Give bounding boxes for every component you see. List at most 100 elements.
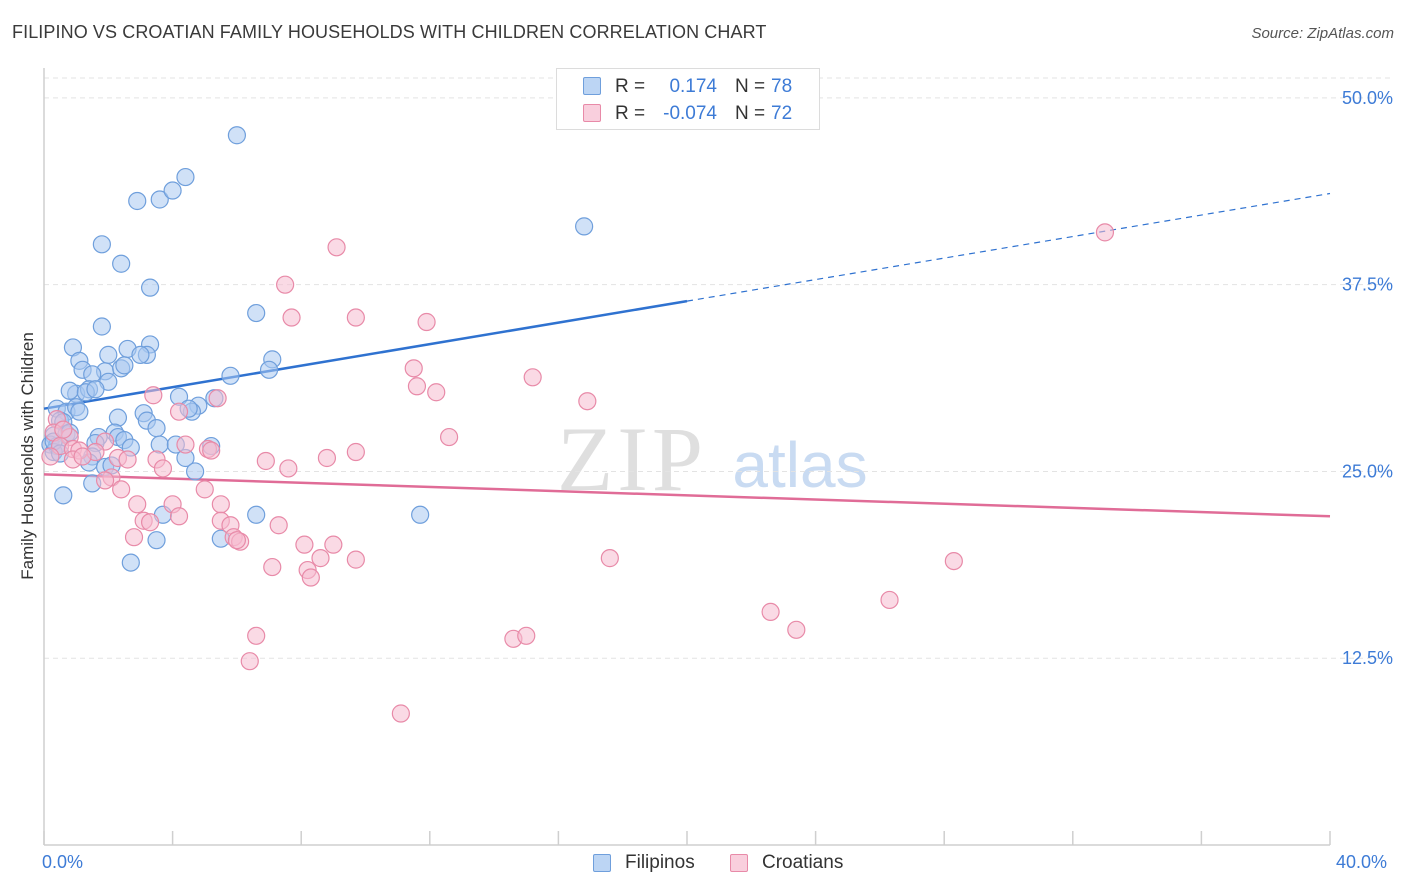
- trend-line-croatians: [43, 473, 1331, 518]
- data-point: [880, 590, 899, 610]
- watermark-atlas: atlas: [732, 429, 867, 501]
- data-point: [221, 366, 240, 385]
- data-point: [227, 126, 246, 145]
- data-point: [311, 549, 330, 568]
- legend-swatch-pink: [583, 104, 601, 122]
- data-point: [276, 275, 295, 294]
- legend-row-croatians: R = -0.074 N = 72: [557, 101, 819, 127]
- data-point: [259, 360, 279, 379]
- data-point: [324, 535, 343, 554]
- series-croatians: [41, 223, 1115, 723]
- data-point: [439, 427, 459, 447]
- grid-lines: [44, 77, 1392, 659]
- data-point: [195, 480, 214, 499]
- y-tick-labels: 12.5% 25.0% 37.5% 50.0%: [1342, 88, 1393, 668]
- data-point: [147, 419, 166, 438]
- data-point: [247, 505, 266, 524]
- data-point: [247, 303, 266, 323]
- data-point: [86, 380, 105, 399]
- legend-label: Filipinos: [625, 852, 695, 873]
- data-point: [163, 181, 182, 200]
- data-point: [346, 550, 365, 569]
- data-point: [211, 495, 230, 514]
- data-point: [186, 462, 205, 481]
- data-point: [144, 386, 163, 405]
- data-point: [787, 620, 806, 639]
- data-point: [54, 420, 73, 439]
- series-filipinos: [41, 126, 594, 572]
- y-tick-label: 50.0%: [1342, 88, 1393, 108]
- data-point: [95, 471, 115, 490]
- data-point: [391, 704, 410, 723]
- data-point: [41, 447, 60, 466]
- watermark: ZIP atlas: [557, 408, 868, 510]
- data-point: [169, 507, 189, 526]
- legend-r-label: R =: [615, 103, 646, 124]
- x-tick-label-max: 40.0%: [1336, 852, 1388, 872]
- data-point: [112, 254, 131, 273]
- data-point: [427, 383, 446, 402]
- data-point: [256, 451, 275, 471]
- x-tick-label-min: 0.0%: [42, 852, 84, 872]
- data-point: [131, 345, 150, 364]
- data-point: [761, 602, 780, 622]
- data-point: [417, 312, 436, 332]
- data-point: [247, 626, 266, 645]
- legend-n-value: 72: [771, 103, 793, 124]
- data-point: [600, 549, 619, 568]
- data-point: [411, 505, 430, 524]
- data-point: [317, 448, 337, 468]
- data-point: [575, 217, 594, 236]
- data-point: [92, 317, 111, 336]
- data-point: [240, 652, 259, 671]
- data-point: [202, 441, 221, 460]
- data-point: [404, 359, 423, 378]
- data-point: [301, 568, 320, 587]
- data-point: [279, 459, 298, 478]
- data-point: [227, 531, 246, 550]
- legend-row-filipinos: R = 0.174 N = 78: [557, 74, 819, 100]
- legend-label: Croatians: [762, 852, 844, 873]
- data-point: [140, 278, 160, 297]
- data-point: [407, 377, 427, 396]
- data-point: [99, 345, 118, 364]
- y-tick-label: 12.5%: [1342, 648, 1393, 668]
- data-point: [150, 435, 169, 454]
- correlation-legend: R = 0.174 N = 78 R = -0.074 N = 72: [556, 68, 820, 130]
- legend-n-label: N =: [735, 103, 766, 124]
- legend-r-value: -0.074: [663, 103, 717, 124]
- legend-swatch-blue: [593, 854, 611, 872]
- legend-r-label: R =: [615, 76, 646, 97]
- data-point: [54, 486, 73, 505]
- y-tick-label: 37.5%: [1342, 275, 1393, 295]
- data-point: [150, 190, 169, 209]
- data-point: [327, 238, 346, 257]
- data-point: [263, 557, 282, 577]
- data-point: [140, 513, 160, 532]
- data-point: [147, 531, 166, 550]
- data-point: [121, 553, 140, 572]
- legend-swatch-blue: [583, 77, 601, 95]
- trend-line-filipinos-extension: [686, 192, 1331, 302]
- data-point: [944, 551, 963, 571]
- data-point: [128, 495, 147, 514]
- data-point: [208, 389, 227, 408]
- data-point: [118, 450, 137, 469]
- data-point: [517, 626, 536, 645]
- data-point: [112, 480, 131, 499]
- data-point: [73, 447, 92, 466]
- data-point: [295, 535, 314, 554]
- legend-r-value: 0.174: [669, 76, 717, 97]
- data-point: [128, 191, 147, 211]
- data-point: [108, 408, 128, 427]
- data-point: [70, 402, 89, 421]
- legend-swatch-pink: [730, 854, 748, 872]
- legend-n-value: 78: [771, 76, 793, 97]
- data-point: [346, 308, 365, 327]
- legend-n-label: N =: [735, 76, 766, 97]
- data-point: [124, 528, 144, 547]
- data-point: [1095, 223, 1115, 242]
- data-point: [578, 392, 597, 411]
- data-point: [346, 442, 365, 462]
